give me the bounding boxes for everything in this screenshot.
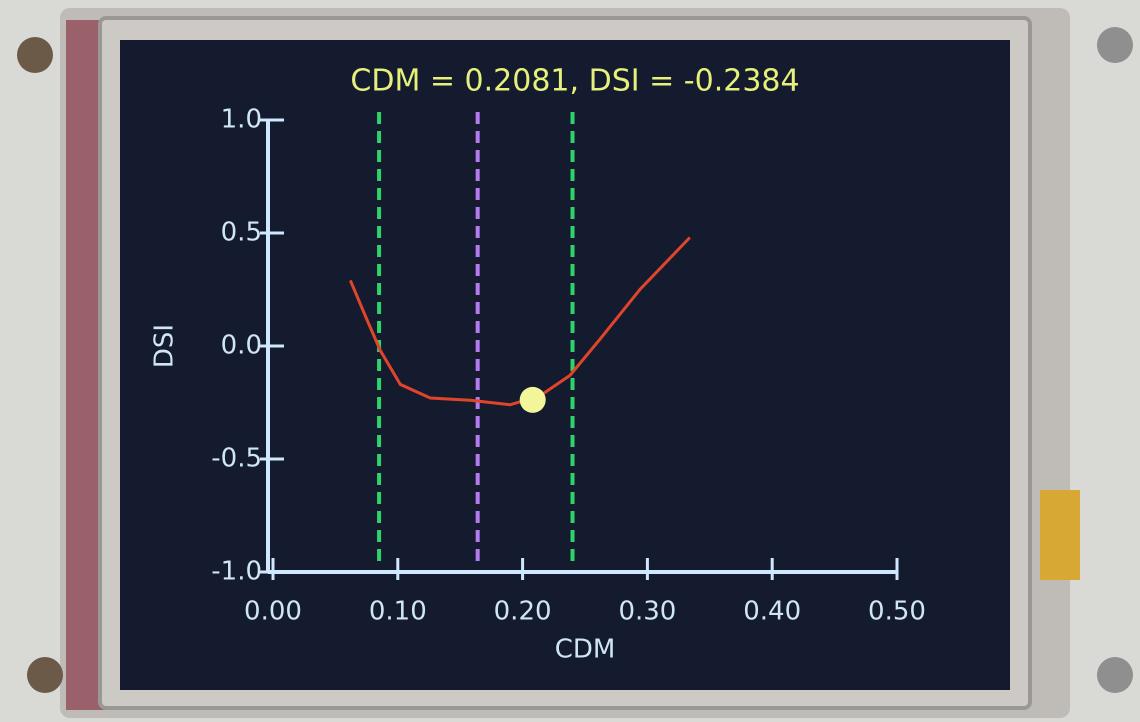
x-tick-label: 0.30 [618,597,676,627]
plot: CDM = 0.2081, DSI = -0.2384 CDM DSI 1.0 0… [150,64,926,665]
chart-title: CDM = 0.2081, DSI = -0.2384 [350,64,799,99]
x-tick-label: 0.00 [244,597,302,627]
y-axis-label: DSI [150,324,180,368]
data-line [348,236,691,407]
y-tick-label: -1.0 [211,557,262,587]
x-tick-label: 0.40 [743,597,801,627]
screw [27,657,63,693]
y-tick-label: 1.0 [221,105,262,135]
screw [1097,657,1133,693]
y-tick-label: -0.5 [211,444,262,474]
ribbon [1040,490,1080,580]
screw [17,37,53,73]
x-tick-label: 0.20 [494,597,552,627]
y-tick-label: 0.5 [221,218,262,248]
screen [120,40,1010,690]
x-tick-label: 0.50 [868,597,926,627]
screw [1097,27,1133,63]
x-tick-label: 0.10 [369,597,427,627]
x-axis-label: CDM [555,635,616,665]
current-point [519,386,546,413]
y-tick-label: 0.0 [221,331,262,361]
